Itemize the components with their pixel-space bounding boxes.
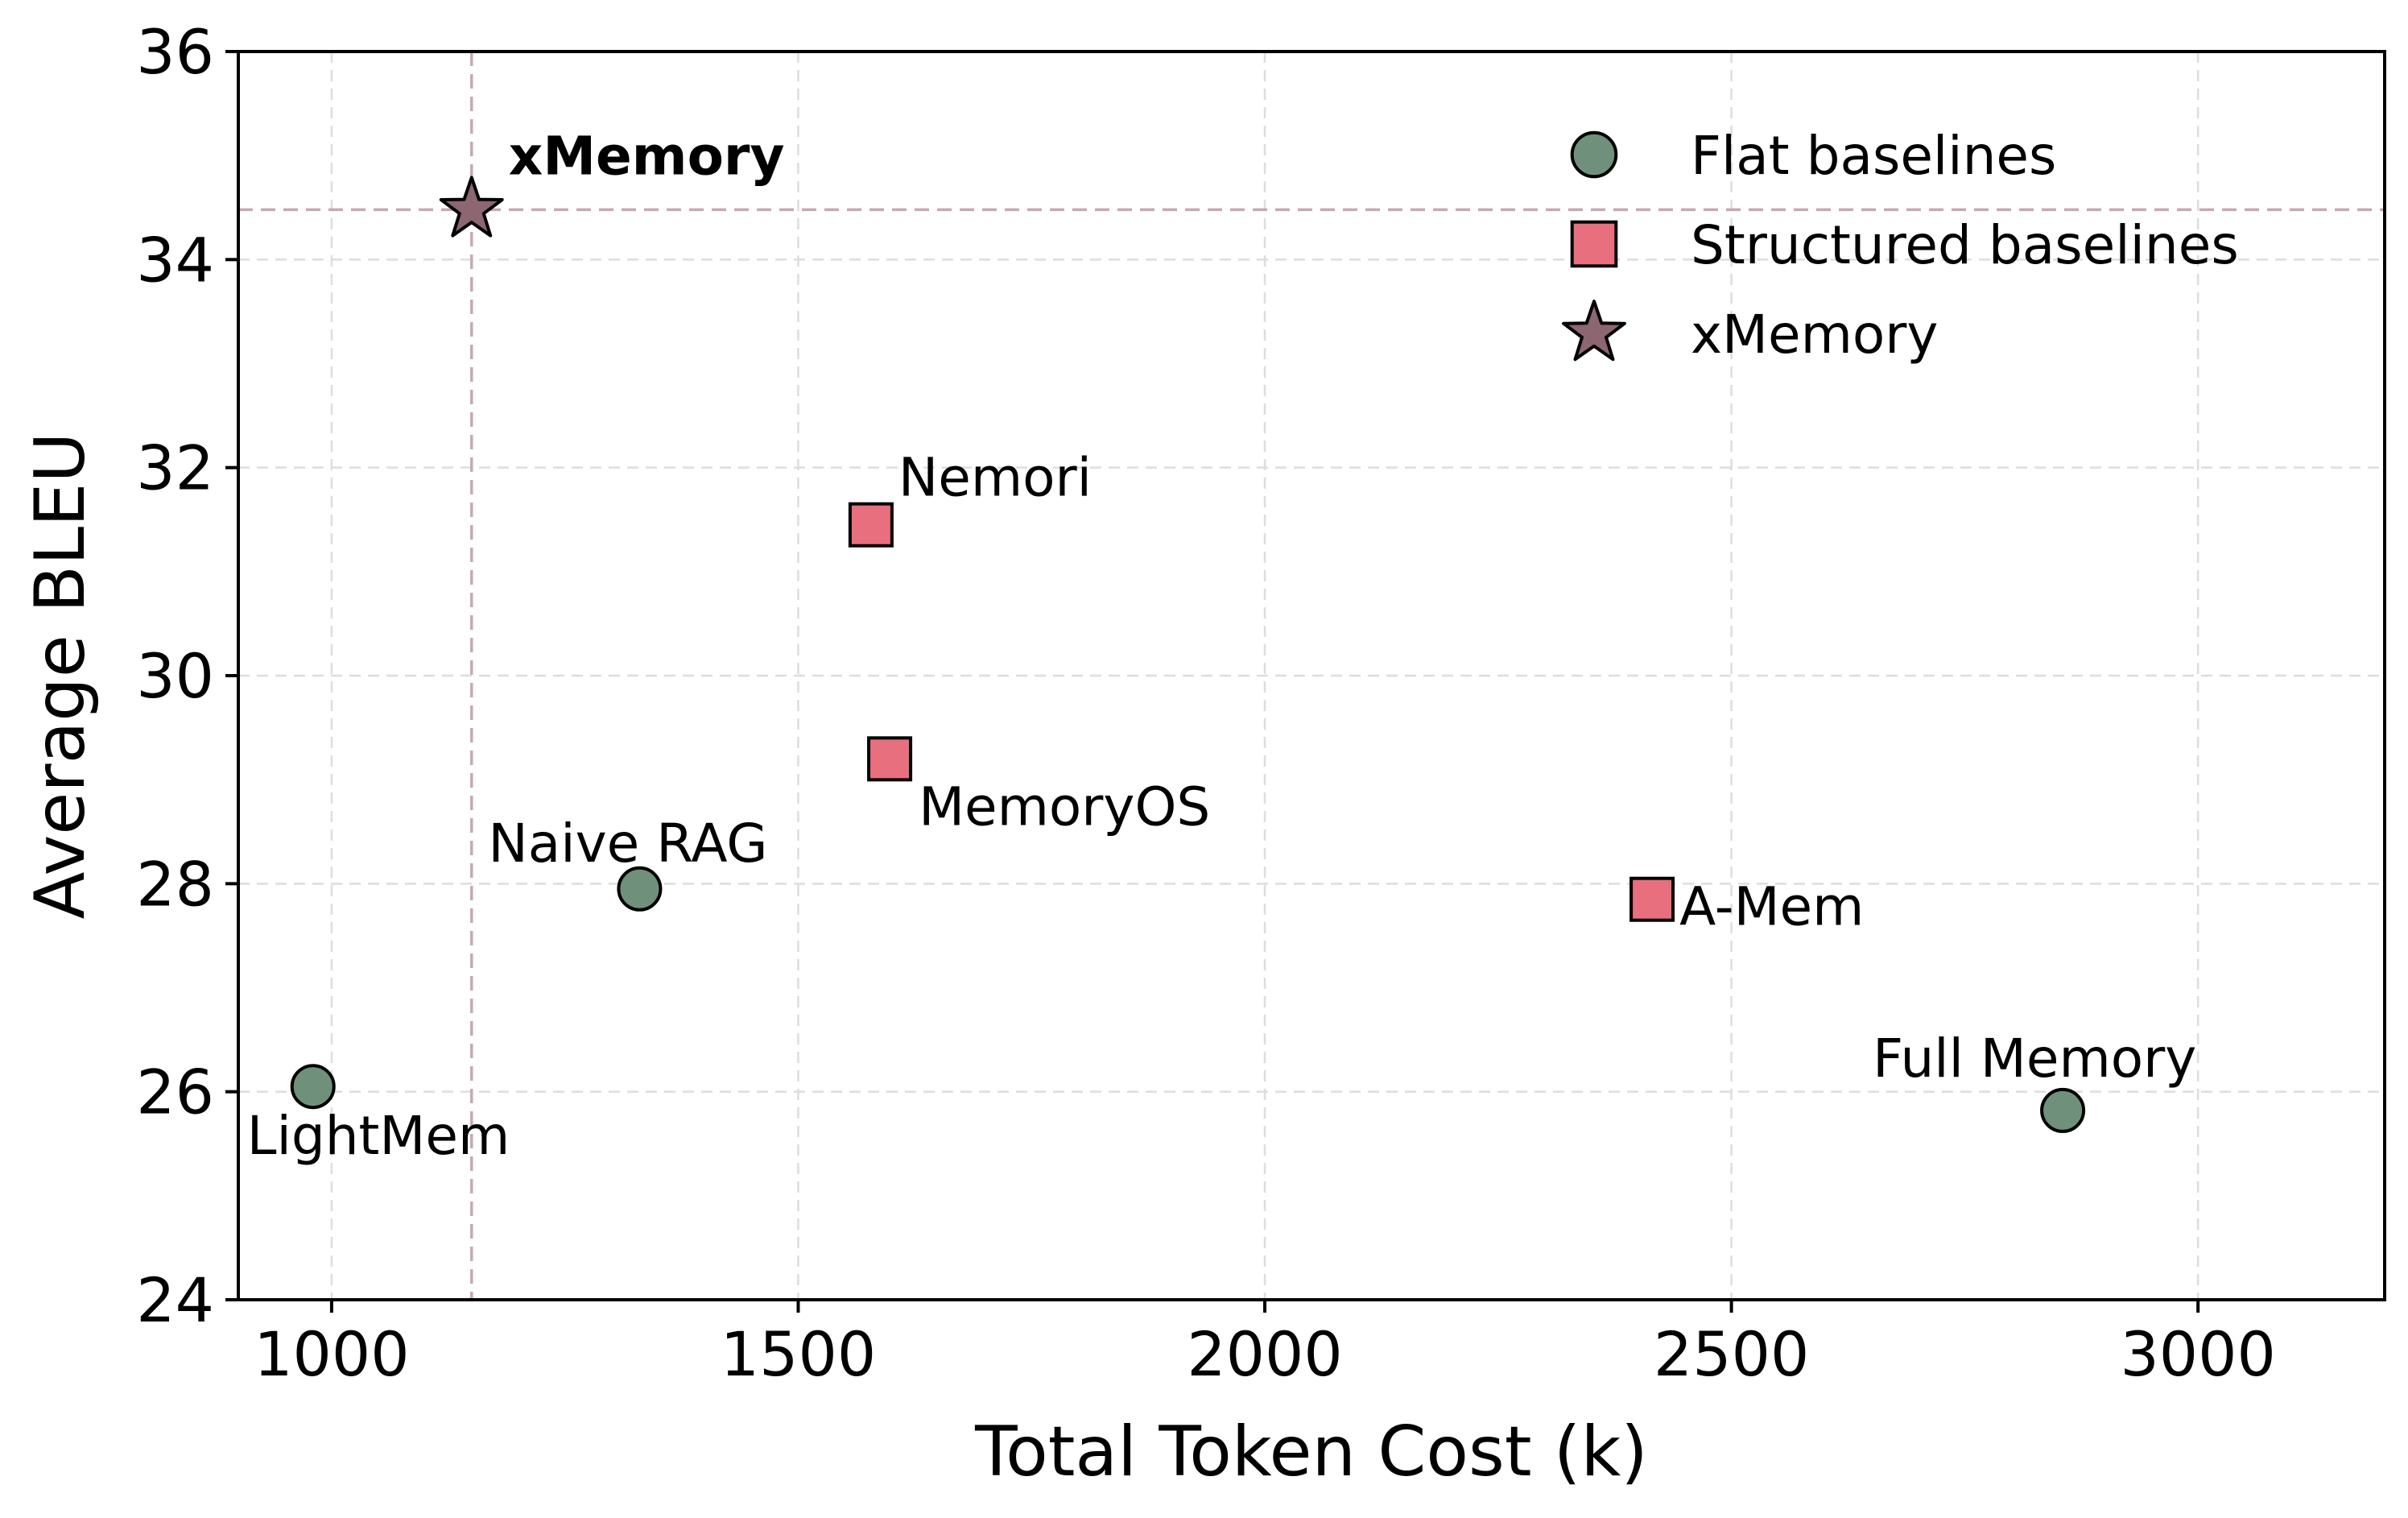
data-point-a-mem (1629, 876, 1675, 922)
y-tick-label: 28 (136, 848, 214, 920)
data-label: Nemori (898, 447, 1092, 509)
data-point-memoryos (867, 736, 913, 782)
x-tick-label: 2500 (1654, 1318, 1809, 1390)
data-point-lightmem (290, 1064, 336, 1110)
axis-ticks: 1000 1500 2000 2500 3000 24 26 28 30 32 34 36 (136, 16, 2276, 1390)
reference-lines (238, 52, 2385, 1300)
y-axis-label: Average BLEU (20, 432, 101, 920)
legend-entry: Structured baselines (1691, 214, 2239, 276)
x-axis-label: Total Token Cost (k) (974, 1412, 1648, 1492)
data-label: Full Memory (1873, 1028, 2196, 1090)
legend-entry: xMemory (1691, 304, 1938, 366)
data-label: LightMem (247, 1105, 510, 1167)
x-tick-label: 2000 (1187, 1318, 1342, 1390)
y-tick-label: 30 (136, 640, 214, 712)
x-tick-label: 1000 (254, 1318, 409, 1390)
legend-marker (1570, 220, 1618, 268)
legend: Flat baselines Structured baselines xMemor… (1562, 125, 2239, 366)
x-tick-label: 1500 (721, 1318, 876, 1390)
y-tick-label: 26 (136, 1057, 214, 1128)
data-point-xmemory (439, 176, 504, 238)
legend-entry: Flat baselines (1691, 125, 2056, 187)
legend-marker (1570, 130, 1618, 179)
legend-marker (1562, 300, 1626, 362)
data-point-nemori (848, 502, 894, 548)
y-tick-label: 24 (136, 1264, 214, 1336)
data-point-naive-rag (617, 866, 663, 912)
data-label: Naive RAG (488, 813, 767, 875)
data-label: MemoryOS (919, 776, 1210, 838)
x-tick-label: 3000 (2120, 1318, 2275, 1390)
data-point-full-memory (2040, 1087, 2086, 1133)
grid-lines (238, 50, 2385, 1301)
y-tick-label: 34 (136, 224, 214, 296)
data-label: A-Mem (1679, 876, 1864, 938)
data-label: xMemory (509, 125, 785, 187)
y-tick-label: 36 (136, 16, 214, 88)
data-points: LightMem Naive RAG Full Memory Nemori Memory… (247, 125, 2197, 1167)
y-tick-label: 32 (136, 432, 214, 504)
